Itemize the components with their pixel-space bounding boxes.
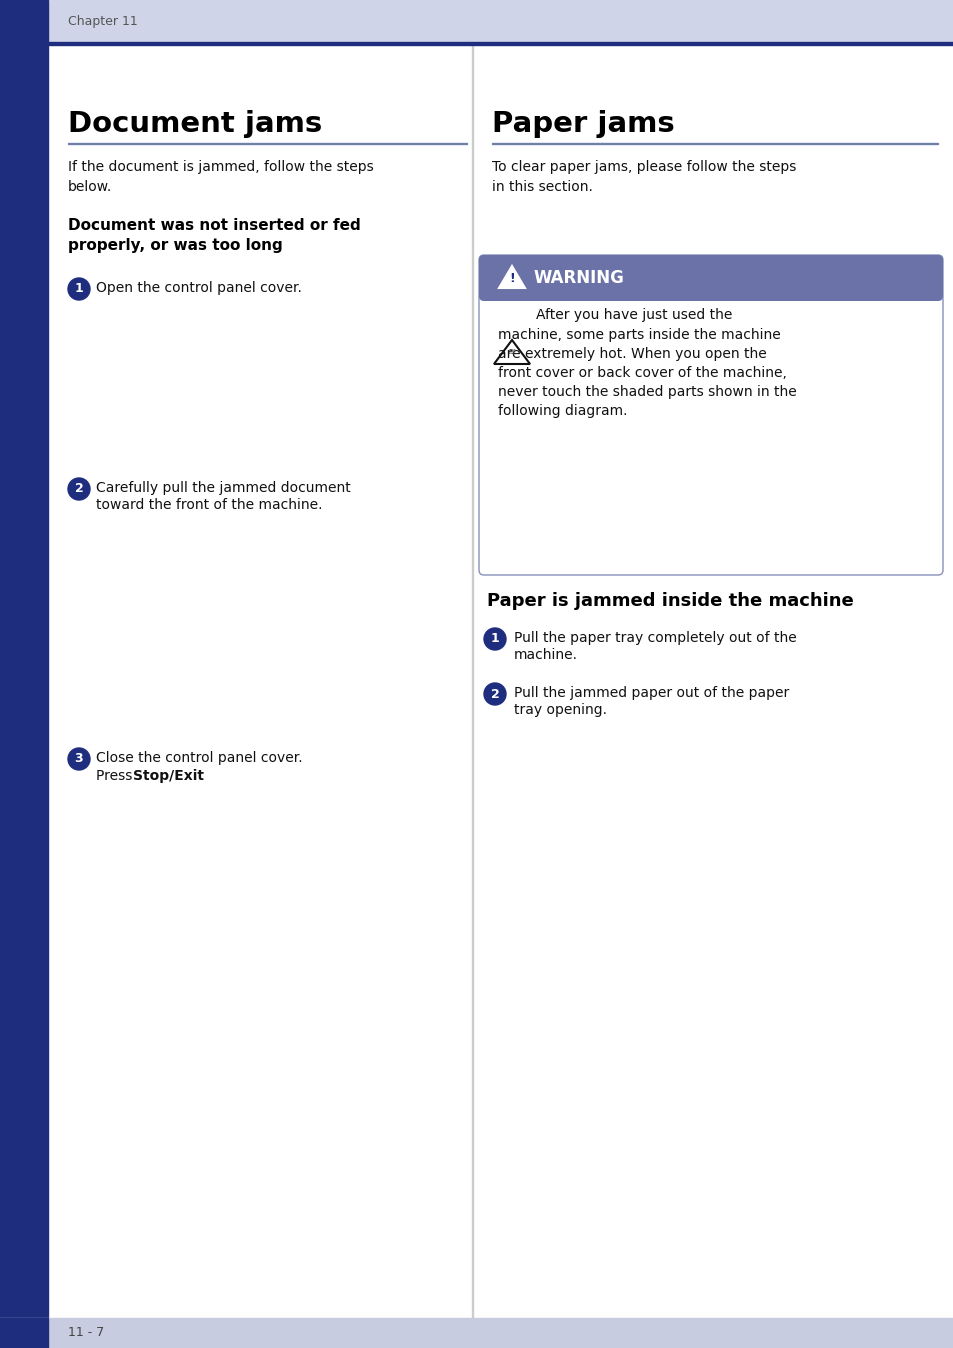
Text: ≋: ≋ [507,346,516,357]
Circle shape [483,628,505,650]
Text: Press: Press [96,768,136,783]
Text: Carefully pull the jammed document: Carefully pull the jammed document [96,481,351,495]
FancyBboxPatch shape [478,255,942,301]
FancyBboxPatch shape [478,255,942,576]
Text: 1: 1 [490,632,498,646]
Text: 3: 3 [74,752,83,766]
Text: .: . [193,768,197,783]
Polygon shape [498,266,524,288]
Text: If the document is jammed, follow the steps
below.: If the document is jammed, follow the st… [68,160,374,194]
Bar [492,143,937,144]
Text: machine, some parts inside the machine
are extremely hot. When you open the
fron: machine, some parts inside the machine a… [497,328,796,418]
Text: machine.: machine. [514,648,578,662]
Circle shape [483,683,505,705]
Bar [0,44,48,1348]
Text: Pull the paper tray completely out of the: Pull the paper tray completely out of th… [514,631,796,644]
Text: 11 - 7: 11 - 7 [68,1326,104,1340]
Bar [0,1318,48,1348]
Text: Document jams: Document jams [68,111,322,137]
Bar [0,42,953,44]
Text: WARNING: WARNING [534,270,624,287]
Bar [0,1318,953,1348]
Circle shape [68,479,90,500]
Polygon shape [494,340,530,364]
Text: 2: 2 [490,687,498,701]
Text: Close the control panel cover.: Close the control panel cover. [96,751,302,766]
Bar [68,143,467,144]
Text: Paper jams: Paper jams [492,111,674,137]
Bar [0,0,953,42]
Text: Open the control panel cover.: Open the control panel cover. [96,280,301,295]
Text: Chapter 11: Chapter 11 [68,15,137,27]
Text: !: ! [509,272,515,286]
Text: After you have just used the: After you have just used the [536,307,732,322]
Circle shape [68,278,90,301]
Circle shape [68,748,90,770]
Text: Document was not inserted or fed
properly, or was too long: Document was not inserted or fed properl… [68,218,360,253]
Bar [0,0,48,42]
Bar [472,44,473,1318]
Text: 1: 1 [74,283,83,295]
Text: Paper is jammed inside the machine: Paper is jammed inside the machine [486,592,853,611]
Bar [489,278,932,297]
Text: Pull the jammed paper out of the paper: Pull the jammed paper out of the paper [514,686,788,700]
Text: To clear paper jams, please follow the steps
in this section.: To clear paper jams, please follow the s… [492,160,796,194]
Text: Stop/Exit: Stop/Exit [132,768,204,783]
Text: tray opening.: tray opening. [514,704,606,717]
Text: 2: 2 [74,483,83,496]
Text: toward the front of the machine.: toward the front of the machine. [96,497,322,512]
